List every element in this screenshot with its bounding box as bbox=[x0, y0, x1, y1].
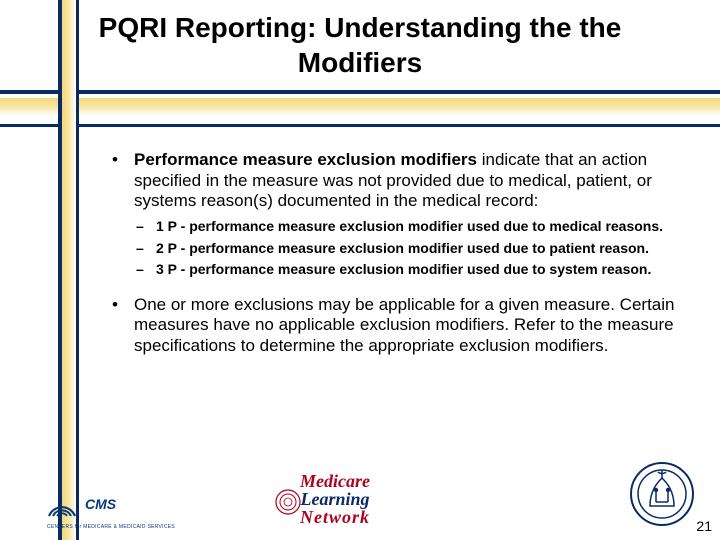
mln-logo: Medicare Learning Network bbox=[300, 472, 370, 528]
mln-network: Network bbox=[300, 508, 370, 526]
slide-title: PQRI Reporting: Understanding the the Mo… bbox=[40, 10, 680, 80]
footer: CMS CENTERS for MEDICARE & MEDICAID SERV… bbox=[0, 460, 720, 540]
bullet-1: Performance measure exclusion modifiers … bbox=[110, 150, 680, 279]
subbullet-3p: 3 P - performance measure exclusion modi… bbox=[134, 261, 680, 279]
cms-tagline: CENTERS for MEDICARE & MEDICAID SERVICES bbox=[47, 524, 175, 530]
mln-medicare: Medicare bbox=[300, 472, 370, 490]
mln-swirl-icon bbox=[272, 486, 304, 518]
subbullet-1p: 1 P - performance measure exclusion modi… bbox=[134, 218, 680, 236]
page-number: 21 bbox=[696, 518, 712, 534]
bullet-1-lead: Performance measure exclusion modifiers bbox=[134, 150, 477, 169]
subbullet-2p: 2 P - performance measure exclusion modi… bbox=[134, 240, 680, 258]
body-content: Performance measure exclusion modifiers … bbox=[0, 132, 720, 357]
bullet-2: One or more exclusions may be applicable… bbox=[110, 295, 680, 357]
decorative-band bbox=[0, 84, 720, 132]
hhs-seal-icon bbox=[628, 460, 696, 528]
cms-logo: CMS bbox=[45, 486, 116, 522]
cms-text: CMS bbox=[85, 496, 116, 512]
mln-learning: Learning bbox=[300, 490, 370, 508]
